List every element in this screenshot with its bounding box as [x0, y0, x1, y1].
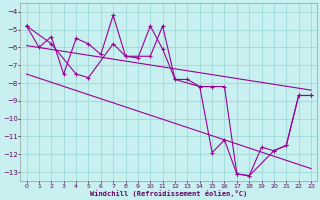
- X-axis label: Windchill (Refroidissement éolien,°C): Windchill (Refroidissement éolien,°C): [90, 190, 247, 197]
